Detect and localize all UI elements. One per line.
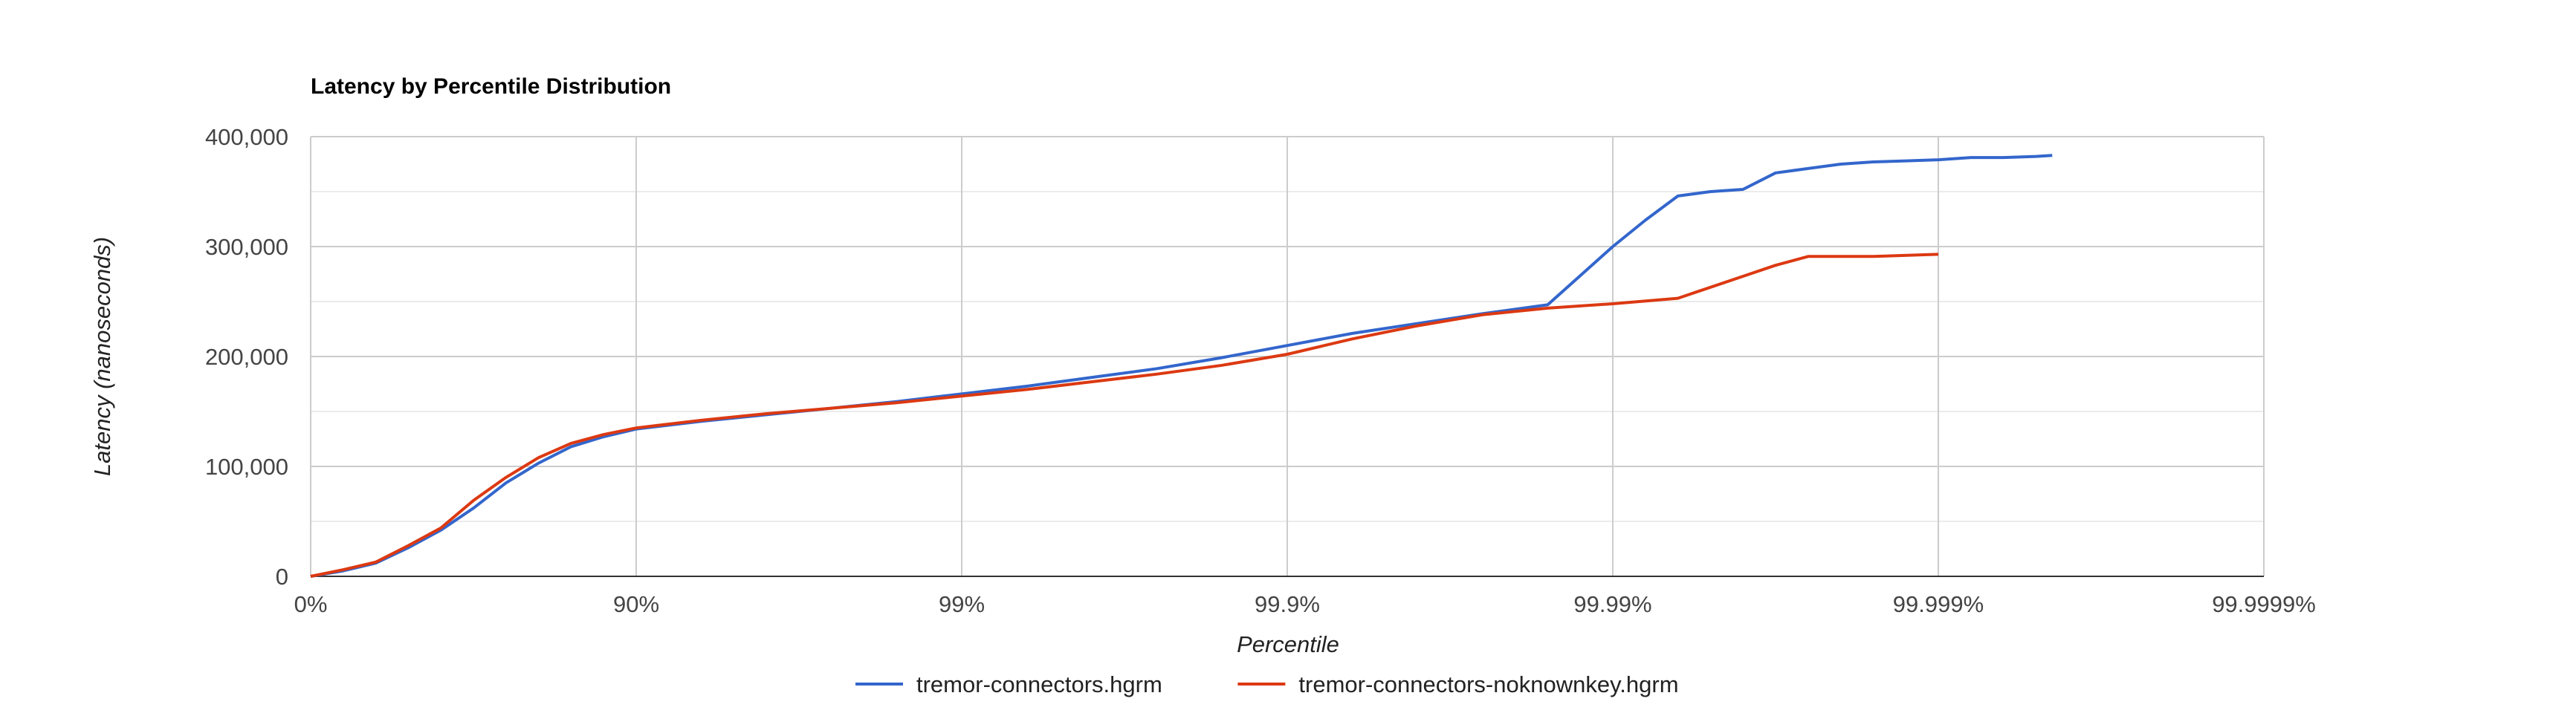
x-tick-label: 99.99% <box>1573 591 1651 617</box>
x-tick-label: 99.999% <box>1893 591 1984 617</box>
y-tick-label: 300,000 <box>205 234 288 260</box>
y-axis-title: Latency (nanoseconds) <box>89 237 115 476</box>
x-axis-title: Percentile <box>1237 631 1339 657</box>
x-tick-label: 99% <box>939 591 985 617</box>
chart-title: Latency by Percentile Distribution <box>311 74 671 99</box>
series-lines <box>310 154 2053 578</box>
y-tick-label: 100,000 <box>205 454 288 480</box>
legend-label: tremor-connectors.hgrm <box>916 671 1162 697</box>
x-tick-label: 0% <box>294 591 328 617</box>
series-line-1 <box>310 154 2053 578</box>
legend: tremor-connectors.hgrm tremor-connectors-… <box>855 671 1679 697</box>
legend-label: tremor-connectors-noknownkey.hgrm <box>1298 671 1678 697</box>
x-tick-label: 99.9999% <box>2212 591 2316 617</box>
y-tick-label: 400,000 <box>205 124 288 150</box>
y-tick-label: 200,000 <box>205 344 288 370</box>
x-tick-label: 90% <box>613 591 659 617</box>
tick-labels: 0 100,000 200,000 300,000 400,000 0% 90% 99% 99.… <box>205 124 2316 617</box>
y-tick-label: 0 <box>276 564 288 590</box>
legend-item-2: tremor-connectors-noknownkey.hgrm <box>1237 671 1679 697</box>
x-tick-label: 99.9% <box>1255 591 1320 617</box>
gridlines <box>310 136 2265 576</box>
legend-item-1: tremor-connectors.hgrm <box>855 671 1162 697</box>
series-line-2 <box>310 253 1939 578</box>
